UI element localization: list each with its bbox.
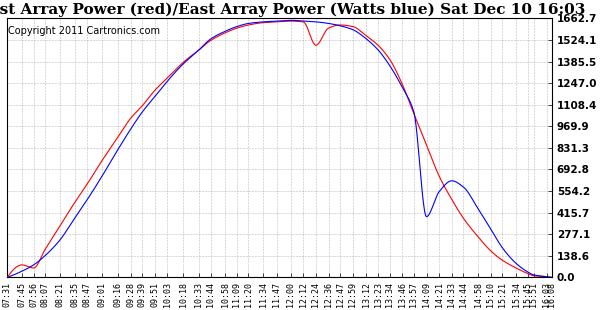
Text: Copyright 2011 Cartronics.com: Copyright 2011 Cartronics.com bbox=[8, 26, 160, 36]
Title: West Array Power (red)/East Array Power (Watts blue) Sat Dec 10 16:03: West Array Power (red)/East Array Power … bbox=[0, 3, 585, 17]
